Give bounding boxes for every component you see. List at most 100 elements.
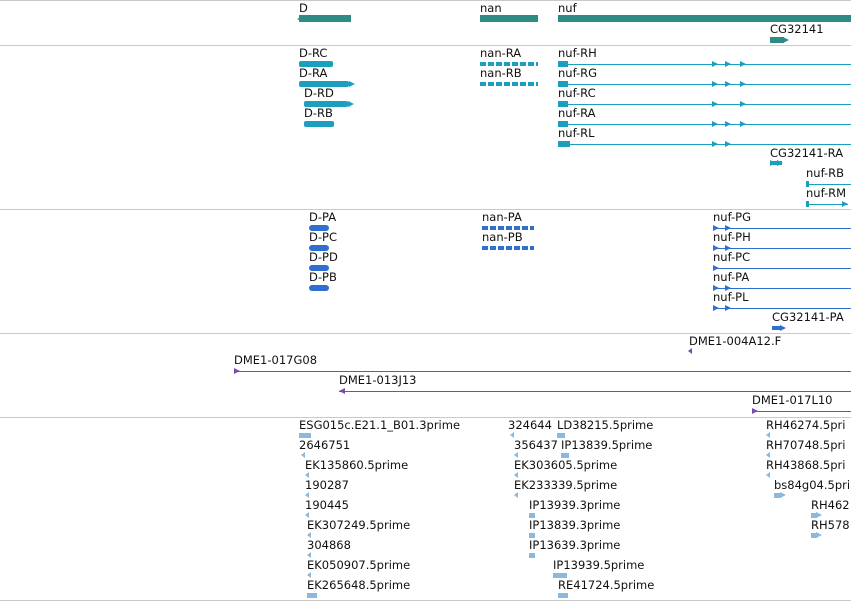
- protein-label[interactable]: CG32141-PA: [772, 310, 844, 324]
- protein-bar[interactable]: [309, 265, 329, 271]
- clone-label[interactable]: DME1-004A12.F: [689, 334, 782, 348]
- est-label[interactable]: 190287: [305, 478, 349, 492]
- est-label[interactable]: RH70748.5pri: [766, 438, 846, 452]
- gene-label-nuf[interactable]: nuf: [558, 1, 577, 15]
- est-bar[interactable]: [811, 513, 817, 518]
- est-label[interactable]: IP13639.3prime: [529, 538, 621, 552]
- transcript-bar[interactable]: [770, 161, 782, 165]
- transcript-label[interactable]: D-RC: [299, 46, 328, 60]
- est-label[interactable]: RH462: [811, 498, 850, 512]
- transcript-label[interactable]: CG32141-RA: [770, 146, 844, 160]
- est-label[interactable]: 2646751: [299, 438, 351, 452]
- clone-label[interactable]: DME1-013J13: [339, 373, 417, 387]
- protein-label[interactable]: nuf-PG: [713, 210, 751, 224]
- transcript-label[interactable]: nuf-RM: [806, 186, 847, 200]
- est-label[interactable]: 324644: [508, 418, 552, 432]
- transcript-label[interactable]: nuf-RC: [558, 86, 596, 100]
- gene-label-nan[interactable]: nan: [480, 1, 502, 15]
- protein-label[interactable]: nan-PB: [482, 230, 523, 244]
- gene-label-d[interactable]: D: [299, 1, 308, 15]
- transcript-bar[interactable]: [299, 81, 349, 87]
- transcript-label[interactable]: nuf-RB: [806, 166, 845, 180]
- est-label[interactable]: RH578: [811, 518, 850, 532]
- transcript-bar[interactable]: [558, 61, 568, 67]
- transcript-label[interactable]: D-RB: [304, 106, 333, 120]
- clone-line[interactable]: [339, 391, 851, 392]
- transcript-bar[interactable]: [304, 101, 348, 107]
- transcript-label[interactable]: nan-RA: [480, 46, 522, 60]
- transcript-bar[interactable]: [304, 121, 334, 127]
- est-label[interactable]: IP13839.5prime: [561, 438, 653, 452]
- est-label[interactable]: EK265648.5prime: [307, 578, 411, 592]
- est-label[interactable]: RE41724.5prime: [558, 578, 655, 592]
- protein-bar[interactable]: [482, 226, 534, 230]
- est-label[interactable]: EK135860.5prime: [305, 458, 409, 472]
- protein-label[interactable]: nuf-PC: [713, 250, 751, 264]
- transcript-label[interactable]: nuf-RA: [558, 106, 596, 120]
- est-bar[interactable]: [811, 533, 817, 538]
- est-label[interactable]: IP13939.3prime: [529, 498, 621, 512]
- est-bar[interactable]: [553, 573, 567, 578]
- transcript-label[interactable]: nuf-RH: [558, 46, 597, 60]
- transcript-bar[interactable]: [806, 181, 809, 187]
- est-bar[interactable]: [529, 533, 535, 538]
- est-label[interactable]: RH43868.5pri: [766, 458, 846, 472]
- est-bar[interactable]: [557, 433, 565, 438]
- est-label[interactable]: EK307249.5prime: [307, 518, 411, 532]
- gene-cg32141-bar[interactable]: [770, 37, 784, 43]
- transcript-bar[interactable]: [806, 201, 809, 207]
- est-label[interactable]: 304868: [307, 538, 351, 552]
- protein-label[interactable]: D-PD: [309, 250, 338, 264]
- est-label[interactable]: RH46274.5pri: [766, 418, 846, 432]
- est-bar[interactable]: [561, 453, 569, 458]
- est-label[interactable]: EK303605.5prime: [514, 458, 618, 472]
- transcript-label[interactable]: nuf-RG: [558, 66, 598, 80]
- protein-label[interactable]: D-PC: [309, 230, 337, 244]
- transcript-bar[interactable]: [480, 62, 538, 66]
- transcript-label[interactable]: nan-RB: [480, 66, 522, 80]
- transcript-label[interactable]: D-RA: [299, 66, 328, 80]
- est-bar[interactable]: [774, 493, 781, 498]
- est-label[interactable]: EK050907.5prime: [307, 558, 411, 572]
- transcript-bar[interactable]: [558, 121, 568, 127]
- gene-label-cg32141[interactable]: CG32141: [770, 22, 824, 36]
- transcript-label[interactable]: nuf-RL: [558, 126, 595, 140]
- est-label[interactable]: 190445: [305, 498, 349, 512]
- protein-label[interactable]: D-PB: [309, 270, 337, 284]
- protein-bar[interactable]: [309, 285, 329, 291]
- transcript-bar[interactable]: [558, 101, 568, 107]
- transcript-bar[interactable]: [299, 61, 333, 67]
- est-label[interactable]: IP13839.3prime: [529, 518, 621, 532]
- protein-bar[interactable]: [482, 246, 534, 250]
- protein-label[interactable]: nan-PA: [482, 210, 522, 224]
- est-bar[interactable]: [529, 513, 535, 518]
- est-label[interactable]: 356437: [514, 438, 558, 452]
- protein-bar[interactable]: [309, 225, 329, 231]
- protein-label[interactable]: nuf-PL: [713, 290, 749, 304]
- est-label[interactable]: EK233339.5prime: [514, 478, 618, 492]
- protein-bar[interactable]: [772, 326, 780, 330]
- transcript-label[interactable]: D-RD: [304, 86, 334, 100]
- transcript-bar[interactable]: [558, 81, 568, 87]
- protein-bar[interactable]: [309, 245, 329, 251]
- protein-label[interactable]: nuf-PA: [713, 270, 750, 284]
- gene-nuf-bar[interactable]: [558, 15, 851, 22]
- clone-label[interactable]: DME1-017G08: [234, 353, 318, 367]
- transcript-bar[interactable]: [558, 141, 570, 147]
- clone-label[interactable]: DME1-017L10: [752, 393, 833, 407]
- clone-line[interactable]: [234, 371, 851, 372]
- est-label[interactable]: bs84g04.5pri: [774, 478, 851, 492]
- est-bar[interactable]: [299, 433, 311, 438]
- est-bar[interactable]: [307, 593, 317, 598]
- est-label[interactable]: IP13939.5prime: [553, 558, 645, 572]
- est-label[interactable]: LD38215.5prime: [557, 418, 654, 432]
- est-bar[interactable]: [558, 593, 568, 598]
- protein-label[interactable]: D-PA: [309, 210, 337, 224]
- est-label[interactable]: ESG015c.E21.1_B01.3prime: [299, 418, 461, 432]
- est-bar[interactable]: [529, 553, 535, 558]
- gene-nan-bar[interactable]: [480, 15, 538, 22]
- clone-line[interactable]: [752, 411, 851, 412]
- gene-d-bar[interactable]: [299, 15, 351, 22]
- transcript-bar[interactable]: [480, 82, 538, 86]
- protein-label[interactable]: nuf-PH: [713, 230, 751, 244]
